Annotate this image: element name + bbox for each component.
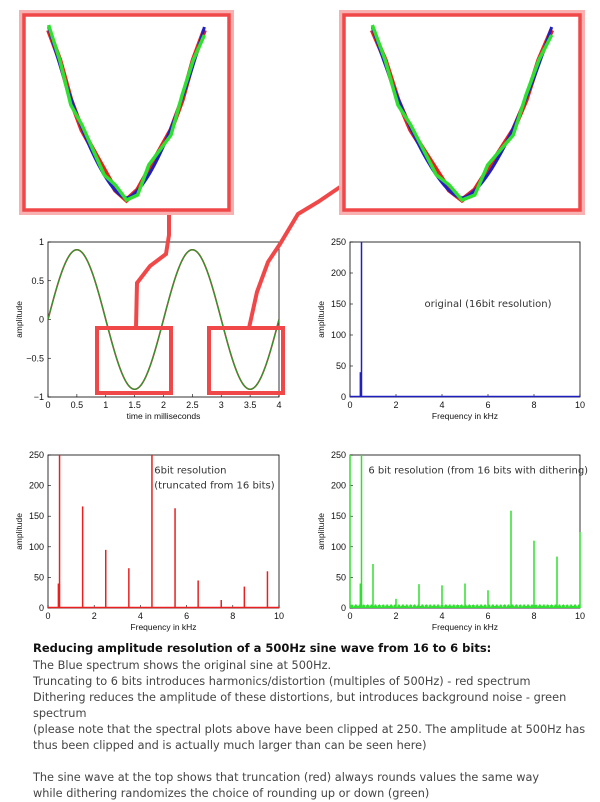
x-tick-label: 2.5 <box>186 400 199 410</box>
zoom-curve-dithered <box>46 24 206 203</box>
y-axis-label: amplitude <box>316 301 326 338</box>
x-tick-label: 2 <box>161 400 166 410</box>
x-tick-label: 4 <box>439 400 444 410</box>
y-tick-label: 0 <box>39 603 44 613</box>
x-tick-label: 2 <box>393 611 398 621</box>
annotation: 6 bit resolution (from 16 bits with dith… <box>368 465 588 476</box>
plot-frame <box>47 454 280 609</box>
caption-line: (please note that the spectral plots abo… <box>33 723 586 752</box>
highlight-box <box>95 326 173 395</box>
x-tick-label: 0.5 <box>71 400 84 410</box>
x-tick-label: 4 <box>276 400 281 410</box>
x-tick-label: 4 <box>138 611 143 621</box>
y-tick-label: 50 <box>336 361 346 371</box>
connector-line <box>134 210 171 329</box>
x-tick-label: 8 <box>531 400 536 410</box>
y-tick-label: 50 <box>336 572 346 582</box>
y-tick-label: 200 <box>29 481 44 491</box>
caption-line: The sine wave at the top shows that trun… <box>33 771 540 784</box>
y-tick-label: 200 <box>331 481 346 491</box>
plot-frame <box>349 454 581 609</box>
x-tick-label: 1.5 <box>128 400 141 410</box>
x-tick-label: 8 <box>230 611 235 621</box>
y-tick-label: −1 <box>34 392 44 402</box>
y-tick-label: 150 <box>331 511 346 521</box>
y-tick-label: 250 <box>331 237 346 247</box>
annotation: 6bit resolution <box>154 465 226 476</box>
x-tick-label: 0 <box>347 611 352 621</box>
x-tick-label: 10 <box>575 611 585 621</box>
y-tick-label: 0 <box>341 392 346 402</box>
y-tick-label: 100 <box>331 330 346 340</box>
caption-line: Dithering reduces the amplitude of these… <box>33 691 567 720</box>
y-tick-label: 150 <box>331 299 346 309</box>
zoom-curve-dithered <box>370 24 554 203</box>
sine-dithered <box>47 249 280 390</box>
y-tick-label: 100 <box>29 542 44 552</box>
y-tick-label: 50 <box>34 572 44 582</box>
x-tick-label: 1 <box>103 400 108 410</box>
annotation: (truncated from 16 bits) <box>154 481 274 492</box>
x-tick-label: 4 <box>439 611 444 621</box>
caption-line: Truncating to 6 bits introduces harmonic… <box>33 675 531 688</box>
x-tick-label: 0 <box>347 400 352 410</box>
y-tick-label: 0.5 <box>31 276 44 286</box>
y-tick-label: 0 <box>341 603 346 613</box>
x-tick-label: 2 <box>393 400 398 410</box>
highlight-box <box>207 326 285 395</box>
x-tick-label: 8 <box>531 611 536 621</box>
x-tick-label: 6 <box>485 611 490 621</box>
annotation: original (16bit resolution) <box>425 299 552 310</box>
zoom-glow <box>339 10 585 215</box>
x-axis-label: time in milliseconds <box>127 411 201 421</box>
y-tick-label: 250 <box>29 450 44 460</box>
x-tick-label: 10 <box>575 400 585 410</box>
x-axis-label: Frequency in kHz <box>432 622 498 632</box>
y-axis-label: amplitude <box>14 301 24 338</box>
zoom-glow <box>19 10 234 215</box>
zoom-panel <box>342 13 582 212</box>
y-axis-label: amplitude <box>14 513 24 550</box>
zoom-panel <box>22 13 231 212</box>
caption-heading: Reducing amplitude resolution of a 500Hz… <box>33 641 492 655</box>
x-tick-label: 6 <box>184 611 189 621</box>
y-tick-label: 100 <box>331 542 346 552</box>
x-tick-label: 3.5 <box>244 400 257 410</box>
y-tick-label: 250 <box>331 450 346 460</box>
y-tick-label: 1 <box>39 237 44 247</box>
x-tick-label: 6 <box>485 400 490 410</box>
x-axis-label: Frequency in kHz <box>432 411 498 421</box>
plot-frame <box>349 241 581 398</box>
y-tick-label: 0 <box>39 315 44 325</box>
y-tick-label: 200 <box>331 268 346 278</box>
connector-line <box>247 183 345 329</box>
x-tick-label: 0 <box>45 611 50 621</box>
caption: Reducing amplitude resolution of a 500Hz… <box>33 640 600 802</box>
caption-line: The Blue spectrum shows the original sin… <box>33 659 332 672</box>
caption-line: while dithering randomizes the choice of… <box>33 787 430 800</box>
y-tick-label: 150 <box>29 511 44 521</box>
y-tick-label: −0.5 <box>26 353 44 363</box>
x-tick-label: 2 <box>92 611 97 621</box>
y-axis-label: amplitude <box>316 513 326 550</box>
x-tick-label: 10 <box>274 611 284 621</box>
x-tick-label: 0 <box>45 400 50 410</box>
x-axis-label: Frequency in kHz <box>130 622 196 632</box>
x-tick-label: 3 <box>219 400 224 410</box>
figure: 0 0.5 1 1.5 2 2.5 3 3.5 4 1 0.5 0 −0.5 −1 time in mill… <box>14 10 588 632</box>
